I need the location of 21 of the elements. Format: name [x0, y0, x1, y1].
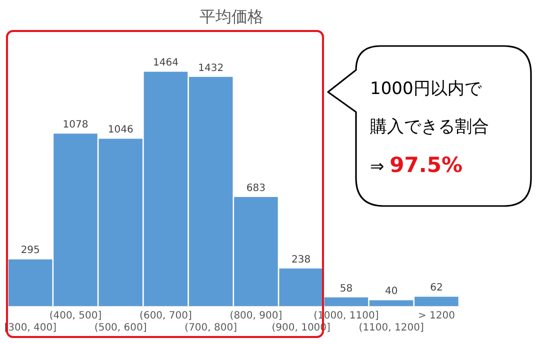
annotation: ⇒ 97.5% — [370, 153, 463, 177]
x-tick-label: (500, 600] — [94, 322, 147, 334]
annotation: 購入できる割合 — [370, 116, 490, 139]
data-label: 1078 — [62, 120, 88, 131]
data-label: 62 — [430, 282, 443, 294]
data-label: 1464 — [153, 58, 178, 69]
data-label: 295 — [20, 245, 40, 256]
data-label: 40 — [384, 286, 398, 298]
x-tick-label: (600, 700] — [140, 310, 192, 322]
annotation: 1000円以内で — [370, 78, 483, 101]
data-label: 58 — [340, 283, 353, 294]
x-tick-label: (700, 800] — [184, 322, 238, 334]
data-label: 1046 — [108, 124, 134, 136]
chart-title: 平均価格 — [200, 6, 264, 26]
x-tick-label: (400, 500] — [49, 310, 102, 322]
data-label: 683 — [246, 182, 266, 194]
data-label: 1432 — [198, 62, 224, 74]
x-tick-label: (1100, 1200] — [358, 322, 424, 334]
x-tick-label: > 1200 — [418, 310, 455, 322]
x-tick-label: (800, 900] — [230, 310, 282, 322]
data-label: 238 — [292, 254, 311, 266]
